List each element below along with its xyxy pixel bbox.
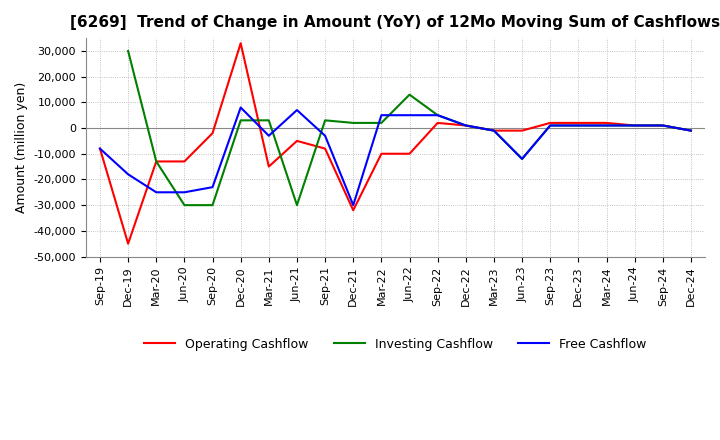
Investing Cashflow [264,118,273,123]
Operating Cashflow [490,128,498,133]
Free Cashflow [574,123,582,128]
Free Cashflow [602,123,611,128]
Operating Cashflow [208,131,217,136]
Investing Cashflow [292,202,301,208]
Free Cashflow [405,113,414,118]
Operating Cashflow [124,241,132,246]
Operating Cashflow [659,123,667,128]
Investing Cashflow [405,92,414,97]
Operating Cashflow [546,120,554,125]
Operating Cashflow [462,123,470,128]
Operating Cashflow [236,40,245,46]
Free Cashflow [292,107,301,113]
Line: Investing Cashflow: Investing Cashflow [128,51,691,205]
Investing Cashflow [687,128,696,133]
Investing Cashflow [321,118,330,123]
Investing Cashflow [180,202,189,208]
Investing Cashflow [433,113,442,118]
Investing Cashflow [574,123,582,128]
Investing Cashflow [462,123,470,128]
Free Cashflow [377,113,386,118]
Operating Cashflow [292,138,301,143]
Investing Cashflow [124,48,132,54]
Free Cashflow [236,105,245,110]
Operating Cashflow [349,208,358,213]
Free Cashflow [462,123,470,128]
Investing Cashflow [349,120,358,125]
Free Cashflow [152,190,161,195]
Operating Cashflow [405,151,414,156]
Free Cashflow [659,123,667,128]
Operating Cashflow [574,120,582,125]
Free Cashflow [349,202,358,208]
Operating Cashflow [602,120,611,125]
Investing Cashflow [236,118,245,123]
Investing Cashflow [546,123,554,128]
Investing Cashflow [659,123,667,128]
Title: [6269]  Trend of Change in Amount (YoY) of 12Mo Moving Sum of Cashflows: [6269] Trend of Change in Amount (YoY) o… [71,15,720,30]
Free Cashflow [321,133,330,139]
Investing Cashflow [518,156,526,161]
Operating Cashflow [321,146,330,151]
Operating Cashflow [377,151,386,156]
Line: Free Cashflow: Free Cashflow [100,107,691,205]
Investing Cashflow [630,123,639,128]
Operating Cashflow [518,128,526,133]
Operating Cashflow [152,159,161,164]
Investing Cashflow [490,128,498,133]
Legend: Operating Cashflow, Investing Cashflow, Free Cashflow: Operating Cashflow, Investing Cashflow, … [139,333,652,356]
Investing Cashflow [377,120,386,125]
Free Cashflow [687,128,696,133]
Free Cashflow [490,128,498,133]
Operating Cashflow [264,164,273,169]
Investing Cashflow [602,123,611,128]
Free Cashflow [124,172,132,177]
Operating Cashflow [96,146,104,151]
Operating Cashflow [630,123,639,128]
Free Cashflow [518,156,526,161]
Operating Cashflow [687,128,696,133]
Free Cashflow [630,123,639,128]
Operating Cashflow [433,120,442,125]
Free Cashflow [208,184,217,190]
Investing Cashflow [208,202,217,208]
Free Cashflow [433,113,442,118]
Free Cashflow [546,123,554,128]
Free Cashflow [264,133,273,139]
Y-axis label: Amount (million yen): Amount (million yen) [15,82,28,213]
Line: Operating Cashflow: Operating Cashflow [100,43,691,244]
Investing Cashflow [152,159,161,164]
Operating Cashflow [180,159,189,164]
Free Cashflow [96,146,104,151]
Free Cashflow [180,190,189,195]
